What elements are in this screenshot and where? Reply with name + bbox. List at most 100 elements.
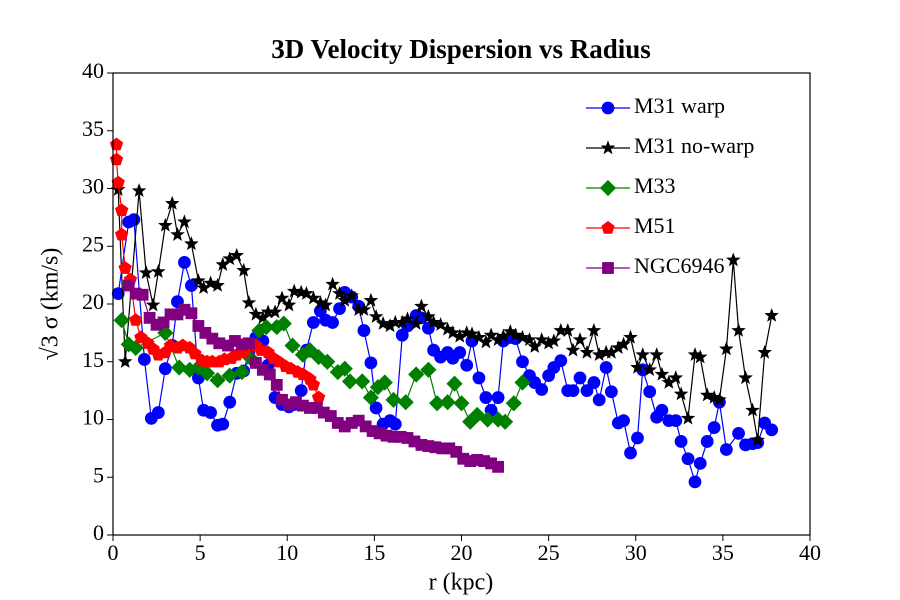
legend-marker — [601, 221, 615, 234]
legend-marker — [600, 140, 616, 155]
data-point — [515, 329, 530, 344]
data-point — [617, 414, 630, 428]
data-point — [204, 406, 217, 419]
x-tick-label: 35 — [712, 540, 734, 565]
y-tick-label: 30 — [82, 174, 104, 199]
data-point — [137, 353, 151, 366]
data-point — [117, 354, 133, 368]
data-point — [165, 195, 180, 210]
data-point — [325, 276, 340, 291]
data-point — [732, 426, 745, 440]
data-point — [362, 389, 379, 406]
data-point — [301, 342, 318, 359]
data-point — [281, 297, 297, 312]
data-point — [397, 394, 414, 411]
data-point — [306, 377, 321, 391]
data-point — [719, 443, 733, 456]
data-point — [566, 384, 580, 398]
data-point — [275, 315, 292, 332]
data-point — [150, 264, 166, 278]
data-point — [255, 310, 271, 325]
data-point — [115, 227, 129, 241]
data-point — [483, 327, 499, 342]
plot-area: 0 5 10 15 20 25 30 35 40 0 5 10 15 20 25 30 35 40 — [82, 58, 821, 565]
data-point — [624, 446, 637, 460]
data-point — [764, 307, 779, 322]
x-tick-label: 40 — [799, 540, 821, 565]
data-point — [655, 403, 669, 417]
y-tick-label: 40 — [82, 58, 104, 83]
data-point — [579, 344, 595, 359]
data-point — [757, 344, 772, 359]
data-point — [516, 355, 529, 369]
x-tick-label: 5 — [195, 540, 206, 565]
data-point — [497, 413, 514, 430]
data-point — [363, 292, 379, 307]
data-point — [241, 295, 257, 310]
data-point — [306, 316, 320, 329]
x-tick-label: 15 — [363, 540, 385, 565]
x-tick-label: 0 — [108, 540, 119, 565]
data-point — [143, 311, 156, 324]
data-point — [318, 297, 333, 312]
data-point — [573, 371, 587, 385]
data-point — [249, 357, 262, 369]
data-point — [514, 374, 531, 391]
data-point — [472, 371, 486, 385]
data-point — [586, 322, 602, 337]
data-point — [726, 252, 741, 267]
data-point — [631, 431, 644, 445]
data-point — [332, 285, 347, 300]
data-point — [324, 410, 337, 422]
data-point — [192, 320, 205, 332]
legend-label: NGC6946 — [634, 253, 724, 278]
data-point — [668, 370, 684, 385]
y-tick-label: 20 — [82, 289, 104, 314]
data-point — [450, 445, 463, 458]
data-point — [453, 346, 467, 359]
data-point — [433, 317, 448, 331]
data-point — [534, 332, 549, 347]
data-point — [630, 359, 645, 374]
data-point — [356, 302, 372, 316]
data-point — [400, 311, 415, 326]
data-point — [341, 373, 359, 390]
y-tick-label: 10 — [82, 405, 104, 430]
data-point — [688, 475, 702, 489]
legend-label: M51 — [634, 213, 676, 238]
data-point — [111, 287, 125, 301]
data-point — [274, 290, 290, 305]
data-point — [157, 217, 173, 232]
data-point — [369, 401, 383, 415]
data-point — [681, 452, 695, 466]
data-point — [692, 349, 708, 364]
data-point — [178, 256, 191, 269]
data-point — [408, 315, 424, 330]
data-point — [408, 366, 425, 383]
data-point — [203, 275, 218, 290]
data-point — [131, 183, 147, 198]
data-point — [680, 410, 696, 425]
data-point — [263, 368, 276, 381]
data-point — [248, 306, 264, 321]
data-point — [421, 309, 436, 323]
data-point — [439, 394, 456, 411]
data-point — [674, 435, 688, 448]
data-point — [336, 360, 353, 377]
data-point — [420, 361, 437, 378]
data-point — [587, 376, 601, 389]
data-point — [508, 327, 523, 342]
data-point — [745, 402, 760, 417]
legend-label: M31 warp — [634, 93, 725, 118]
data-point — [654, 366, 670, 381]
data-point — [592, 393, 606, 407]
data-point — [354, 373, 371, 390]
data-point — [388, 417, 402, 431]
data-point — [171, 359, 188, 376]
data-point — [479, 391, 493, 404]
data-point — [191, 273, 206, 288]
data-point — [750, 432, 766, 447]
data-point — [699, 387, 715, 402]
data-point — [414, 298, 429, 313]
